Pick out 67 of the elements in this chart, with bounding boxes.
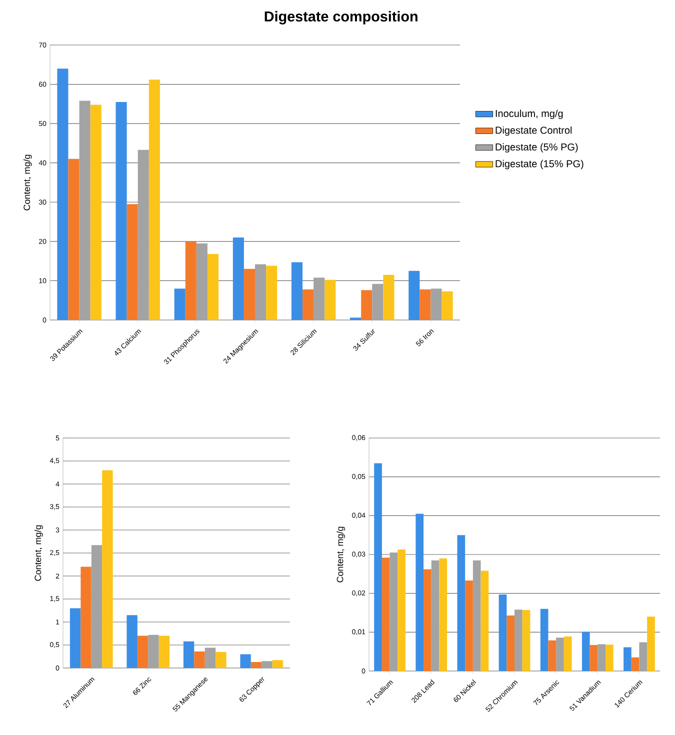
bar bbox=[439, 558, 448, 671]
bar bbox=[80, 566, 92, 668]
bar bbox=[382, 558, 390, 671]
bar bbox=[548, 640, 556, 671]
bar bbox=[216, 652, 226, 668]
y-axis-title: Content, mg/g bbox=[336, 526, 345, 582]
bar bbox=[79, 100, 90, 320]
bar bbox=[424, 569, 432, 671]
bar bbox=[138, 150, 149, 320]
bar bbox=[590, 644, 598, 671]
bar bbox=[564, 636, 572, 671]
chart-title: Digestate composition bbox=[264, 10, 418, 24]
bar bbox=[91, 545, 102, 668]
bar bbox=[68, 158, 80, 320]
bar bbox=[102, 470, 113, 668]
bar bbox=[442, 291, 453, 320]
legend-label: Inoculum, mg/g bbox=[496, 110, 563, 120]
bar bbox=[90, 104, 102, 320]
bar bbox=[465, 580, 473, 671]
bar bbox=[250, 662, 262, 668]
bar bbox=[174, 288, 186, 320]
legend-label: Digestate Control bbox=[496, 126, 572, 136]
bar bbox=[647, 616, 655, 671]
bar bbox=[420, 289, 431, 320]
bar bbox=[194, 651, 205, 668]
legend-label: Digestate (5% PG) bbox=[496, 143, 578, 153]
bar bbox=[185, 241, 196, 320]
bar bbox=[540, 608, 548, 671]
bar bbox=[361, 290, 372, 320]
bar bbox=[431, 560, 440, 671]
bar bbox=[126, 615, 138, 668]
bar bbox=[390, 552, 398, 671]
y-axis-title: Content, mg/g bbox=[34, 525, 43, 581]
bar bbox=[116, 102, 127, 320]
bar bbox=[582, 632, 590, 671]
bar bbox=[291, 262, 303, 320]
bar bbox=[374, 463, 382, 671]
bar bbox=[605, 644, 614, 671]
bar bbox=[457, 535, 466, 671]
bar bbox=[522, 610, 530, 671]
bar bbox=[624, 647, 632, 671]
y-axis-title: Content, mg/g bbox=[23, 154, 32, 210]
bar bbox=[498, 594, 507, 671]
bar bbox=[148, 80, 160, 320]
bar bbox=[183, 641, 194, 668]
legend-label: Digestate (15% PG) bbox=[496, 160, 584, 170]
bar bbox=[272, 660, 284, 668]
bar bbox=[70, 608, 81, 668]
bar bbox=[244, 268, 255, 320]
bar bbox=[240, 654, 251, 668]
bar bbox=[398, 549, 406, 671]
bar bbox=[126, 204, 138, 320]
bar bbox=[158, 636, 170, 668]
bar bbox=[204, 648, 216, 668]
bar bbox=[232, 237, 244, 320]
bar bbox=[416, 514, 424, 671]
bar bbox=[631, 657, 640, 671]
bar bbox=[137, 636, 148, 668]
bar bbox=[506, 615, 515, 671]
bar bbox=[266, 266, 278, 320]
bar bbox=[383, 274, 394, 320]
bar bbox=[57, 68, 68, 320]
bar bbox=[480, 570, 489, 671]
bar bbox=[302, 289, 314, 320]
bar bbox=[324, 280, 336, 320]
bar bbox=[207, 254, 219, 320]
bar bbox=[408, 270, 420, 320]
